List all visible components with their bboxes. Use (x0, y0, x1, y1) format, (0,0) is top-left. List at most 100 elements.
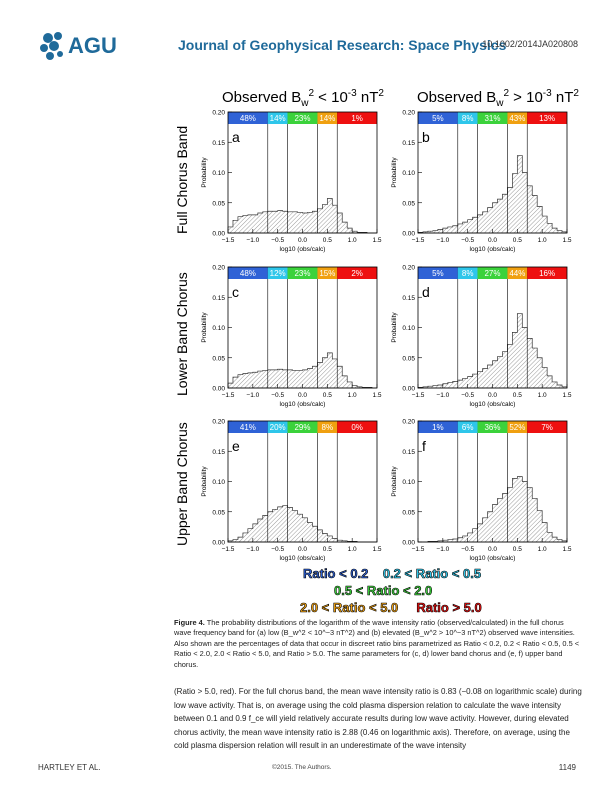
percent-label-d-4: 16% (539, 269, 555, 278)
panel-letter-f: f (422, 438, 426, 454)
xtick-label-c-5: 1.0 (348, 392, 357, 399)
legend-ratio-0.2-0.5: 0.2 < Ratio < 0.5 (382, 566, 482, 582)
legend-ratio-2.0-5.0: 2.0 < Ratio < 5.0 (300, 600, 399, 616)
footer-copyright: ©2015. The Authors. (272, 764, 332, 771)
yaxis-label-a: Probability (201, 157, 208, 188)
xaxis-label-d: log10 (obs/calc) (470, 401, 516, 408)
ytick-label-f-4: 0.20 (402, 419, 415, 426)
ytick-label-a-2: 0.10 (212, 170, 225, 177)
ytick-label-f-2: 0.10 (402, 479, 415, 486)
ytick-label-f-3: 0.15 (402, 449, 415, 456)
yaxis-label-d: Probability (391, 312, 398, 343)
percent-bar-c-0 (228, 267, 268, 279)
percent-bar-d-0 (418, 267, 458, 279)
ytick-label-e-1: 0.05 (212, 509, 225, 516)
percent-bar-f-1 (457, 421, 478, 433)
percent-label-f-1: 6% (462, 423, 474, 432)
xtick-label-c-1: −1.0 (246, 392, 259, 399)
ytick-label-a-1: 0.05 (212, 200, 225, 207)
histogram-c (227, 352, 377, 389)
ytick-label-d-4: 0.20 (402, 265, 415, 272)
percent-label-a-1: 14% (270, 114, 286, 123)
ytick-label-d-2: 0.10 (402, 325, 415, 332)
xtick-label-b-0: −1.5 (412, 237, 425, 244)
percent-label-e-1: 20% (270, 423, 286, 432)
xtick-label-a-4: 0.5 (323, 237, 332, 244)
xtick-label-e-4: 0.5 (323, 546, 332, 553)
xtick-label-d-3: 0.0 (488, 392, 497, 399)
xaxis-label-c: log10 (obs/calc) (280, 401, 326, 408)
percent-label-f-0: 1% (432, 423, 444, 432)
percent-bar-e-2 (287, 421, 318, 433)
xtick-label-a-6: 1.5 (372, 237, 381, 244)
figure-caption: Figure 4. The probability distributions … (174, 618, 582, 670)
yaxis-label-e: Probability (201, 466, 208, 497)
xtick-label-f-6: 1.5 (562, 546, 571, 553)
xaxis-label-b: log10 (obs/calc) (470, 246, 516, 253)
xtick-label-f-2: −0.5 (461, 546, 474, 553)
percent-label-f-2: 36% (484, 423, 500, 432)
journal-title: Journal of Geophysical Research: Space P… (178, 37, 507, 53)
ytick-label-b-0: 0.00 (402, 231, 415, 238)
percent-bar-a-3 (317, 112, 338, 124)
footer-authors: HARTLEY ET AL. (38, 763, 101, 772)
xtick-label-c-3: 0.0 (298, 392, 307, 399)
percent-label-f-3: 52% (509, 423, 525, 432)
yaxis-label-b: Probability (391, 157, 398, 188)
percent-label-b-2: 31% (484, 114, 500, 123)
percent-label-d-3: 44% (509, 269, 525, 278)
ytick-label-c-2: 0.10 (212, 325, 225, 332)
percent-bar-c-3 (317, 267, 338, 279)
xtick-label-d-2: −0.5 (461, 392, 474, 399)
ytick-label-b-1: 0.05 (402, 200, 415, 207)
histogram-d (417, 313, 568, 389)
percent-label-a-4: 1% (351, 114, 363, 123)
percent-label-a-3: 14% (319, 114, 335, 123)
percent-label-b-1: 8% (462, 114, 474, 123)
xtick-label-c-4: 0.5 (323, 392, 332, 399)
percent-label-d-0: 5% (432, 269, 444, 278)
agu-logo-text: AGU (68, 33, 117, 58)
xtick-label-e-6: 1.5 (372, 546, 381, 553)
xtick-label-d-6: 1.5 (562, 392, 571, 399)
percent-bar-d-3 (507, 267, 528, 279)
percent-bar-b-2 (477, 112, 508, 124)
legend-line-2: 0.5 < Ratio < 2.0 (334, 583, 433, 599)
ytick-label-e-0: 0.00 (212, 540, 225, 547)
xtick-label-e-1: −1.0 (246, 546, 259, 553)
ytick-label-a-4: 0.20 (212, 110, 225, 117)
xtick-label-f-5: 1.0 (538, 546, 547, 553)
percent-bar-b-0 (418, 112, 458, 124)
xaxis-label-f: log10 (obs/calc) (470, 555, 516, 562)
ytick-label-e-4: 0.20 (212, 419, 225, 426)
xtick-label-e-2: −0.5 (271, 546, 284, 553)
xtick-label-e-0: −1.5 (222, 546, 235, 553)
xtick-label-a-0: −1.5 (222, 237, 235, 244)
percent-label-c-4: 2% (351, 269, 363, 278)
percent-label-b-0: 5% (432, 114, 444, 123)
percent-label-c-3: 15% (319, 269, 335, 278)
percent-label-b-3: 43% (509, 114, 525, 123)
percent-bar-c-2 (287, 267, 318, 279)
ytick-label-c-1: 0.05 (212, 355, 225, 362)
percent-bar-f-0 (418, 421, 458, 433)
percent-bar-f-2 (477, 421, 508, 433)
xtick-label-d-4: 0.5 (513, 392, 522, 399)
doi: 10.1002/2014JA020808 (482, 39, 578, 49)
xtick-label-a-5: 1.0 (348, 237, 357, 244)
xtick-label-d-1: −1.0 (436, 392, 449, 399)
percent-label-d-2: 27% (484, 269, 500, 278)
xtick-label-a-1: −1.0 (246, 237, 259, 244)
yaxis-label-f: Probability (391, 466, 398, 497)
right-column-title: Observed Bw2 > 10-3 nT2 (417, 88, 579, 109)
xtick-label-b-6: 1.5 (562, 237, 571, 244)
ytick-label-c-0: 0.00 (212, 386, 225, 393)
ytick-label-b-2: 0.10 (402, 170, 415, 177)
percent-bar-a-0 (228, 112, 268, 124)
xtick-label-b-5: 1.0 (538, 237, 547, 244)
ytick-label-d-3: 0.15 (402, 295, 415, 302)
percent-label-e-0: 41% (240, 423, 256, 432)
percent-bar-c-4 (337, 267, 377, 279)
panel-letter-d: d (422, 284, 430, 300)
left-column-title: Observed Bw2 < 10-3 nT2 (222, 88, 384, 109)
